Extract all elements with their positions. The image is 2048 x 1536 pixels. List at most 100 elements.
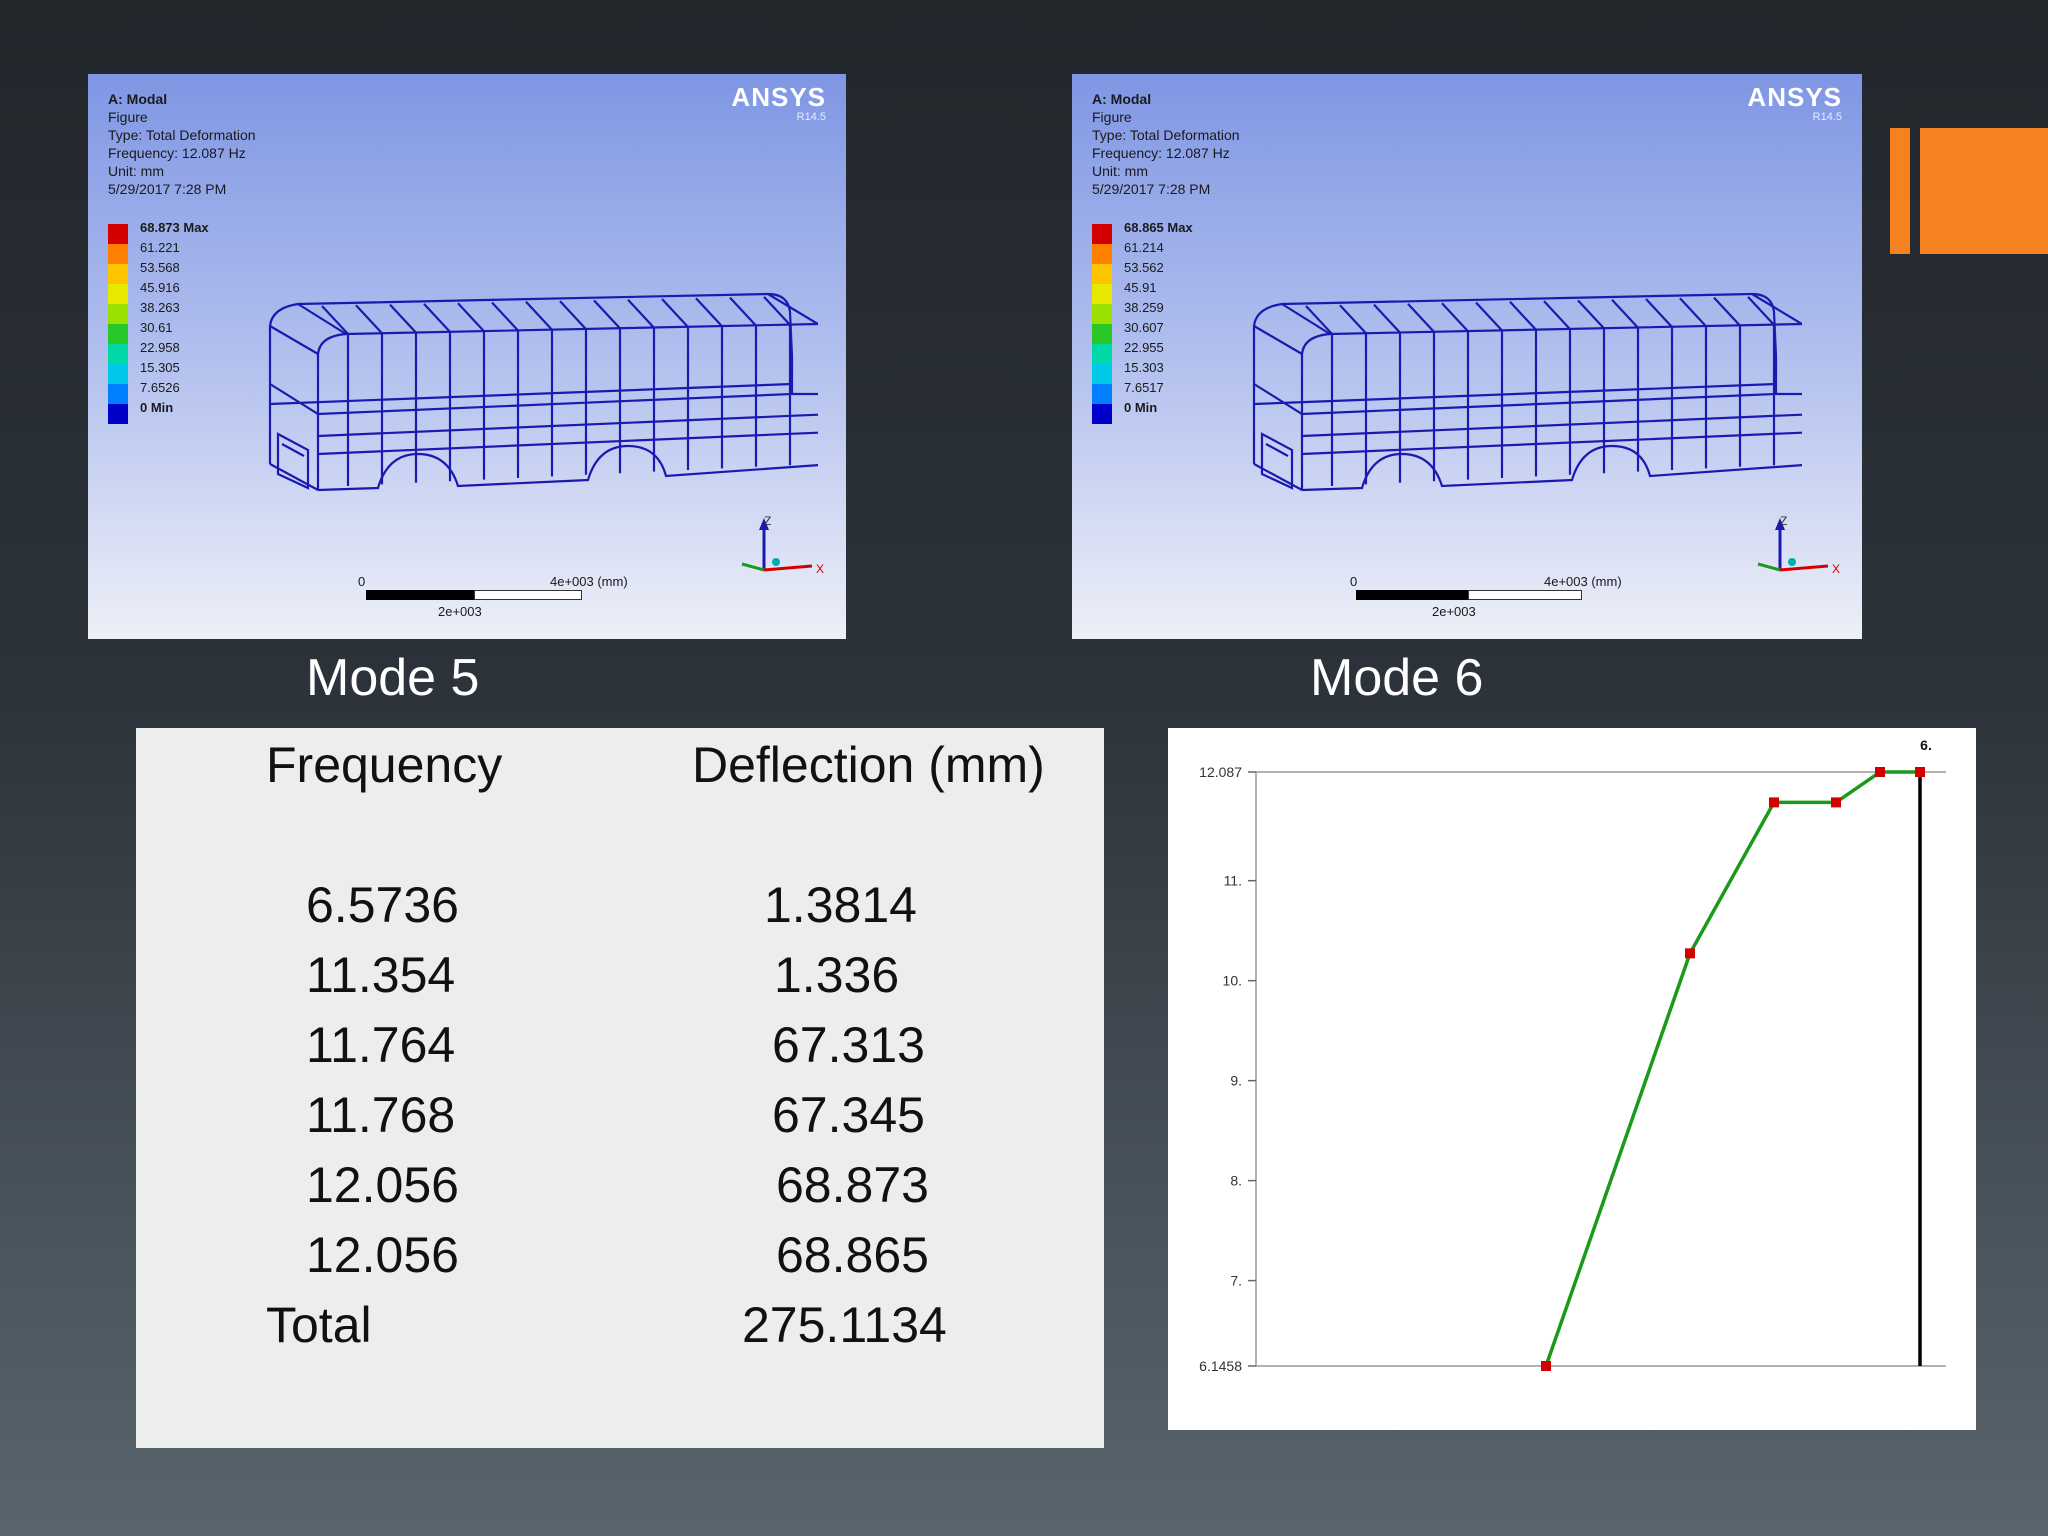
legend-swatch xyxy=(1092,224,1112,244)
legend-value: 61.214 xyxy=(1124,240,1164,255)
legend-value: 0 Min xyxy=(140,400,174,415)
y-tick-label: 7. xyxy=(1230,1273,1242,1289)
legend-value: 68.865 Max xyxy=(1124,220,1193,235)
legend-swatch xyxy=(108,264,128,284)
axis-x-label: X xyxy=(1832,562,1841,576)
header-frequency: Frequency xyxy=(266,737,503,793)
legend-value: 0 Min xyxy=(1124,400,1158,415)
table-row-4-frequency: 11.768 xyxy=(306,1087,456,1143)
y-tick-label: 11. xyxy=(1224,873,1242,889)
table-row-6-frequency: 12.056 xyxy=(306,1227,459,1283)
mode-5-caption: Mode 5 xyxy=(306,649,480,707)
legend-swatch xyxy=(108,364,128,384)
axis-triad-icon xyxy=(1757,518,1829,572)
current-mode-marker-label: 6. xyxy=(1920,737,1932,753)
table-row-2-frequency: 11.354 xyxy=(306,947,456,1003)
legend-labels: 68.873 Max 61.221 53.568 45.916 38.263 30.61 2… xyxy=(140,218,209,418)
legend-swatch xyxy=(1092,364,1112,384)
legend-swatch xyxy=(108,244,128,264)
legend-swatch xyxy=(1092,304,1112,324)
ansys-logo: ANSYS R14.5 xyxy=(1747,82,1842,123)
figure-type: Type: Total Deformation xyxy=(1092,127,1240,143)
legend-value: 22.958 xyxy=(140,340,180,355)
axis-x-label: X xyxy=(816,562,825,576)
frequency-chart-panel: 6.1458 7. 8. 9. 10. 11. 12.087 6. xyxy=(1168,728,1976,1430)
figure-info: A: Modal Figure Type: Total Deformation … xyxy=(108,90,256,198)
legend-value: 38.263 xyxy=(140,300,180,315)
legend-swatch xyxy=(108,224,128,244)
legend-value: 38.259 xyxy=(1124,300,1164,315)
figure-unit: Unit: mm xyxy=(1092,163,1148,179)
bus-wireframe-model xyxy=(1252,292,1802,492)
data-point xyxy=(1769,797,1779,808)
table-row-3-deflection: 67.313 xyxy=(772,1017,925,1073)
legend-value: 30.607 xyxy=(1124,320,1164,335)
legend-swatch xyxy=(1092,344,1112,364)
legend-swatch xyxy=(108,404,128,424)
table-row-2-deflection: 1.336 xyxy=(774,947,900,1003)
table-total-label: Total xyxy=(266,1297,372,1353)
data-point xyxy=(1915,767,1925,777)
figure-unit: Unit: mm xyxy=(108,163,164,179)
table-row-4-deflection: 67.345 xyxy=(772,1087,925,1143)
legend-swatch xyxy=(1092,244,1112,264)
frequency-deflection-table: Frequency Deflection (mm) 6.5736 1.3814 … xyxy=(136,728,1104,1448)
mode-6-caption: Mode 6 xyxy=(1310,649,1484,707)
legend-value: 22.955 xyxy=(1124,340,1164,355)
frequency-line-chart: 6.1458 7. 8. 9. 10. 11. 12.087 6. xyxy=(1199,737,1946,1374)
table-row-5-frequency: 12.056 xyxy=(306,1157,459,1213)
y-tick-label: 8. xyxy=(1230,1173,1242,1189)
legend-color-bar xyxy=(108,224,128,424)
figure-date: 5/29/2017 7:28 PM xyxy=(1092,181,1211,197)
legend-value: 45.916 xyxy=(140,280,180,295)
legend-value: 61.221 xyxy=(140,240,180,255)
figure-title: A: Modal xyxy=(108,91,168,107)
header-deflection: Deflection (mm) xyxy=(692,737,1045,793)
table-row-1-frequency: 6.5736 xyxy=(306,877,459,933)
legend-swatch xyxy=(1092,264,1112,284)
legend-value: 30.61 xyxy=(140,320,173,335)
table-row-1-deflection: 1.3814 xyxy=(764,877,917,933)
bus-wireframe-model xyxy=(268,292,818,492)
legend-swatch xyxy=(1092,384,1112,404)
table-row-6-deflection: 68.865 xyxy=(776,1227,929,1283)
figure-label: Figure xyxy=(1092,109,1132,125)
legend-value: 7.6517 xyxy=(1124,380,1164,395)
legend-value: 7.6526 xyxy=(140,380,180,395)
figure-date: 5/29/2017 7:28 PM xyxy=(108,181,227,197)
figure-title: A: Modal xyxy=(1092,91,1152,107)
table-row-3-frequency: 11.764 xyxy=(306,1017,456,1073)
data-point xyxy=(1685,948,1695,959)
fem-figure-mode-5: A: Modal Figure Type: Total Deformation … xyxy=(88,74,846,639)
figure-frequency: Frequency: 12.087 Hz xyxy=(108,145,246,161)
figure-type: Type: Total Deformation xyxy=(108,127,256,143)
y-tick-label: 12.087 xyxy=(1199,764,1242,780)
legend-swatch xyxy=(108,324,128,344)
axis-z-label: Z xyxy=(764,514,772,528)
legend-swatch xyxy=(1092,284,1112,304)
figure-info: A: Modal Figure Type: Total Deformation … xyxy=(1092,90,1240,198)
legend-value: 68.873 Max xyxy=(140,220,209,235)
legend-swatch xyxy=(108,384,128,404)
y-tick-label: 6.1458 xyxy=(1199,1358,1242,1374)
fem-figure-mode-6: A: Modal Figure Type: Total Deformation … xyxy=(1072,74,1862,639)
figure-label: Figure xyxy=(108,109,148,125)
legend-swatch xyxy=(1092,324,1112,344)
data-point xyxy=(1831,797,1841,808)
figure-frequency: Frequency: 12.087 Hz xyxy=(1092,145,1230,161)
orange-accent-decoration xyxy=(1890,128,2048,254)
table-total-value: 275.1134 xyxy=(742,1297,947,1353)
axis-z-label: Z xyxy=(1780,514,1788,528)
legend-swatch xyxy=(108,284,128,304)
y-tick-label: 10. xyxy=(1223,973,1242,989)
data-point xyxy=(1541,1361,1551,1371)
table-row-5-deflection: 68.873 xyxy=(776,1157,929,1213)
legend-value: 45.91 xyxy=(1124,280,1157,295)
legend-value: 53.562 xyxy=(1124,260,1164,275)
axis-triad-icon xyxy=(741,518,813,572)
series-line xyxy=(1544,770,1920,1367)
data-point xyxy=(1875,767,1885,777)
legend-swatch xyxy=(108,344,128,364)
legend-color-bar xyxy=(1092,224,1112,424)
ansys-logo: ANSYS R14.5 xyxy=(731,82,826,123)
